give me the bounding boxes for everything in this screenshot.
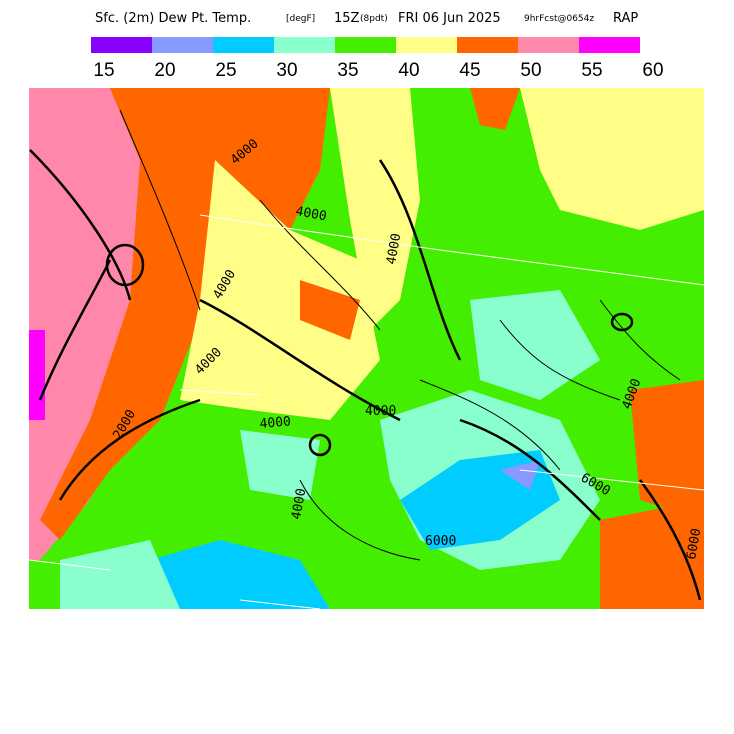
legend-label: 55 (581, 60, 602, 81)
color-swatch (274, 37, 335, 53)
model: RAP (613, 11, 638, 26)
units: [degF] (286, 14, 315, 24)
color-swatch (335, 37, 396, 53)
legend-label: 60 (642, 60, 663, 81)
contour-label: 4000 (384, 232, 404, 265)
color-swatch (518, 37, 579, 53)
title: Sfc. (2m) Dew Pt. Temp. (95, 11, 251, 26)
legend-label: 40 (398, 60, 419, 81)
contour-label: 4000 (294, 204, 327, 224)
legend-label: 30 (276, 60, 297, 81)
contour-label: 6000 (425, 534, 456, 549)
colorbar: 15 20 25 30 35 40 45 50 55 60 (91, 37, 664, 81)
forecast: 9hrFcst@0654z (524, 14, 594, 24)
date: FRI 06 Jun 2025 (398, 11, 501, 26)
valid-hour: 15Z (334, 11, 360, 26)
map: 4000400040004000400040004000400040006000… (29, 88, 704, 609)
color-swatch (579, 37, 640, 53)
legend-label: 15 (93, 60, 114, 81)
color-swatch (91, 37, 152, 53)
color-swatch (152, 37, 213, 53)
header: Sfc. (2m) Dew Pt. Temp. [degF] 15Z (8pdt… (95, 11, 638, 26)
contour-label: 4000 (365, 404, 396, 419)
contour-label: 6000 (684, 527, 704, 560)
local-time: (8pdt) (360, 14, 388, 24)
color-swatch (396, 37, 457, 53)
legend-label: 50 (520, 60, 541, 81)
color-swatch (457, 37, 518, 53)
legend-label: 20 (154, 60, 175, 81)
contour-label: 4000 (259, 414, 292, 432)
legend-label: 35 (337, 60, 358, 81)
contour-label: 4000 (289, 487, 309, 520)
color-swatch (213, 37, 274, 53)
legend-label: 45 (459, 60, 480, 81)
legend-label: 25 (215, 60, 236, 81)
